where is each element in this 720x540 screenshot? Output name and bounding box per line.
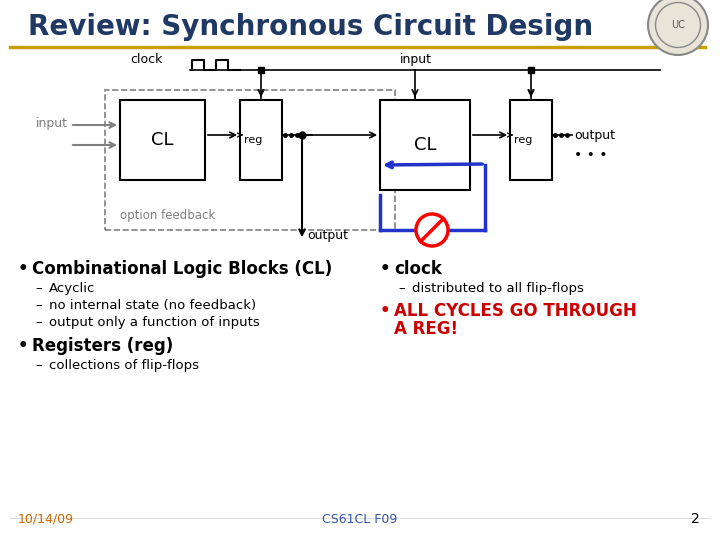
Text: –: – — [398, 282, 405, 295]
Circle shape — [648, 0, 708, 55]
Circle shape — [416, 214, 448, 246]
Text: reg: reg — [244, 135, 262, 145]
Text: •: • — [18, 260, 29, 278]
Text: •: • — [380, 260, 391, 278]
Text: output only a function of inputs: output only a function of inputs — [49, 316, 260, 329]
Text: –: – — [35, 359, 42, 372]
Text: clock: clock — [394, 260, 442, 278]
Bar — [510, 100, 552, 180]
Bar — [240, 100, 282, 180]
Text: •: • — [18, 337, 29, 355]
Text: no internal state (no feedback): no internal state (no feedback) — [49, 299, 256, 312]
Text: output: output — [307, 228, 348, 241]
Text: clock: clock — [130, 53, 163, 66]
Text: CL: CL — [151, 131, 174, 149]
Text: Acyclic: Acyclic — [49, 282, 95, 295]
Text: UC: UC — [671, 20, 685, 30]
Text: CL: CL — [414, 136, 436, 154]
Text: •: • — [380, 302, 391, 320]
Text: ALL CYCLES GO THROUGH: ALL CYCLES GO THROUGH — [394, 302, 636, 320]
Text: option feedback: option feedback — [120, 209, 215, 222]
Text: –: – — [35, 282, 42, 295]
Text: –: – — [35, 316, 42, 329]
Bar — [120, 100, 205, 180]
Text: Registers (reg): Registers (reg) — [32, 337, 174, 355]
Text: 10/14/09: 10/14/09 — [18, 513, 74, 526]
Text: input: input — [36, 117, 68, 130]
Text: input: input — [400, 53, 432, 66]
Text: v: v — [528, 87, 534, 97]
Text: collections of flip-flops: collections of flip-flops — [49, 359, 199, 372]
Bar — [105, 90, 395, 230]
Text: Combinational Logic Blocks (CL): Combinational Logic Blocks (CL) — [32, 260, 332, 278]
Text: Review: Synchronous Circuit Design: Review: Synchronous Circuit Design — [28, 13, 593, 41]
Text: A REG!: A REG! — [394, 320, 458, 338]
Text: –: – — [35, 299, 42, 312]
Text: v: v — [258, 87, 264, 97]
Bar — [380, 100, 470, 190]
Text: output: output — [574, 129, 615, 141]
Text: distributed to all flip-flops: distributed to all flip-flops — [412, 282, 584, 295]
Text: CS61CL F09: CS61CL F09 — [323, 513, 397, 526]
Text: 2: 2 — [691, 512, 700, 526]
Text: reg: reg — [514, 135, 532, 145]
Text: • • •: • • • — [574, 148, 608, 162]
